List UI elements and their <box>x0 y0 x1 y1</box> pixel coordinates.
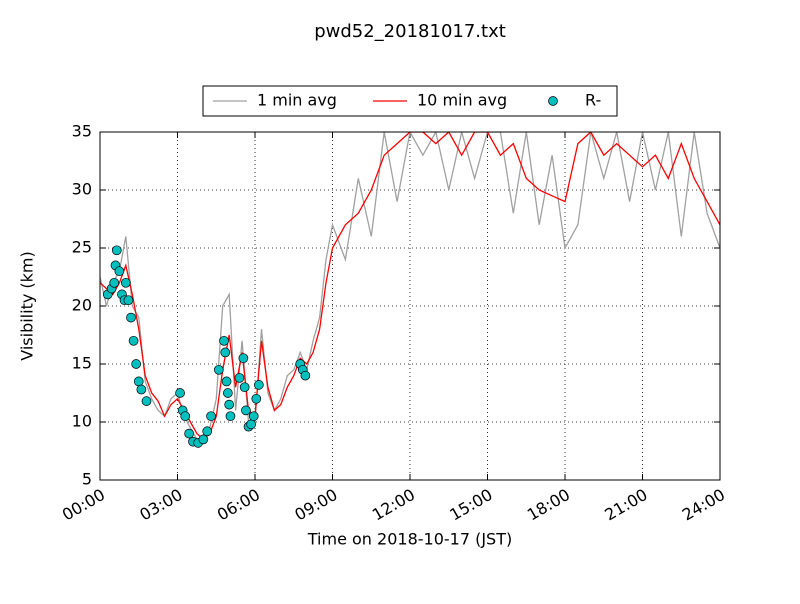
y-tick-label: 35 <box>72 122 92 141</box>
rain-marker <box>180 411 191 422</box>
rain-marker <box>234 373 245 383</box>
rain-marker <box>111 245 122 256</box>
rain-marker <box>198 434 209 445</box>
y-tick-label: 15 <box>72 354 92 373</box>
rain-marker <box>141 396 152 406</box>
rain-marker <box>126 312 136 323</box>
rain-marker <box>239 382 250 393</box>
legend-marker <box>548 96 558 106</box>
rain-marker <box>220 347 231 358</box>
rain-marker <box>123 295 134 306</box>
rain-marker <box>223 388 233 398</box>
series-line <box>100 132 720 441</box>
plot-area <box>100 132 720 448</box>
legend-box <box>202 85 618 117</box>
y-tick-label: 10 <box>72 412 92 431</box>
y-tick-label: 25 <box>72 238 92 257</box>
rain-marker <box>238 353 249 364</box>
rain-marker <box>225 411 236 422</box>
rain-marker <box>254 380 264 390</box>
rain-marker <box>241 405 251 416</box>
series-line <box>100 132 720 443</box>
rain-marker <box>219 335 229 346</box>
chart-title: pwd52_20181017.txt <box>314 21 506 42</box>
rain-marker <box>133 376 144 387</box>
y-axis-label: Visibility (km) <box>18 251 37 360</box>
rain-marker <box>213 364 224 375</box>
legend-label: 10 min avg <box>417 91 507 110</box>
rain-marker <box>246 419 256 430</box>
rain-marker <box>206 411 216 422</box>
y-tick-label: 5 <box>82 470 92 489</box>
legend-label: 1 min avg <box>257 91 337 110</box>
legend-label: R- <box>585 91 601 110</box>
rain-marker <box>248 411 259 422</box>
rain-marker <box>221 376 232 387</box>
rain-marker <box>224 399 235 410</box>
rain-marker <box>202 426 213 437</box>
rain-marker <box>120 277 131 288</box>
rain-marker <box>131 359 142 369</box>
rain-marker <box>251 393 262 404</box>
y-tick-label: 20 <box>72 296 92 315</box>
rain-marker <box>114 266 125 277</box>
y-tick-label: 30 <box>72 180 92 199</box>
rain-marker <box>175 388 185 398</box>
rain-marker <box>184 428 194 439</box>
legend: 1 min avg 10 min avg R- <box>202 85 618 117</box>
rain-marker <box>136 384 147 395</box>
rain-marker <box>300 370 311 381</box>
x-axis-label: Time on 2018-10-17 (JST) <box>307 530 512 549</box>
plot-frame <box>99 131 721 481</box>
rain-marker <box>128 335 139 346</box>
rain-marker <box>109 277 120 288</box>
